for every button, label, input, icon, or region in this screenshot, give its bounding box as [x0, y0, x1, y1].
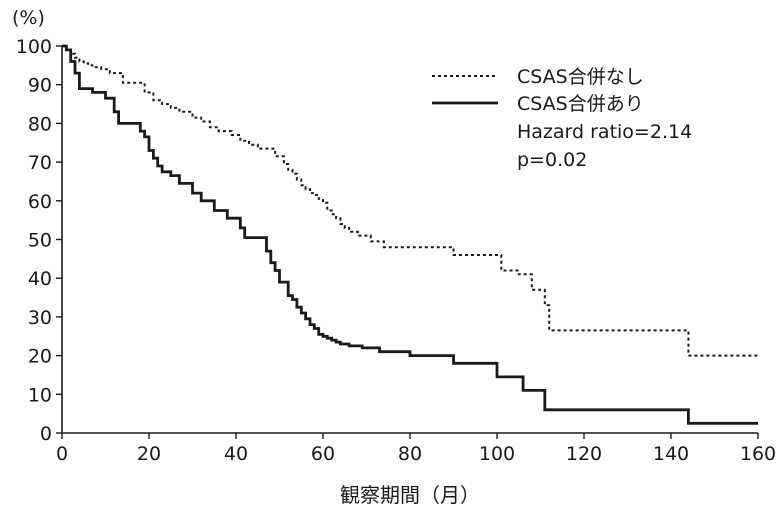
legend-label-csas: CSAS合併あり — [517, 93, 644, 115]
x-tick-label: 160 — [740, 443, 776, 465]
y-tick-label: 100 — [16, 36, 52, 58]
series-line-no-csas — [62, 45, 758, 357]
y-axis-ticks: 0 10 20 30 40 50 60 70 80 90 100 — [16, 36, 62, 445]
y-tick-label: 70 — [28, 152, 52, 174]
x-tick-label: 60 — [311, 443, 335, 465]
y-tick-label: 80 — [28, 113, 52, 135]
y-tick-label: 0 — [40, 423, 52, 445]
x-tick-label: 40 — [224, 443, 248, 465]
x-tick-label: 20 — [137, 443, 161, 465]
y-tick-label: 90 — [28, 75, 52, 97]
x-tick-label: 100 — [479, 443, 515, 465]
series-line-csas — [62, 44, 758, 425]
y-tick-label: 30 — [28, 307, 52, 329]
legend-label-no-csas: CSAS合併なし — [517, 66, 644, 88]
x-axis-ticks: 0 20 40 60 80 100 120 140 160 — [56, 433, 776, 465]
x-axis-label: 観察期間（月） — [340, 483, 480, 506]
p-value-annotation: p=0.02 — [517, 149, 587, 171]
y-tick-label: 20 — [28, 346, 52, 368]
x-tick-label: 0 — [56, 443, 68, 465]
hazard-ratio-annotation: Hazard ratio=2.14 — [517, 121, 692, 143]
y-axis-label: (%) — [12, 7, 45, 29]
y-tick-label: 60 — [28, 191, 52, 213]
x-tick-label: 80 — [398, 443, 422, 465]
series-group — [62, 44, 758, 425]
y-tick-label: 50 — [28, 230, 52, 252]
y-tick-label: 10 — [28, 384, 52, 406]
x-tick-label: 120 — [566, 443, 602, 465]
y-tick-label: 40 — [28, 268, 52, 290]
x-tick-label: 140 — [653, 443, 689, 465]
legend: CSAS合併なし CSAS合併あり Hazard ratio=2.14 p=0.… — [432, 66, 692, 171]
